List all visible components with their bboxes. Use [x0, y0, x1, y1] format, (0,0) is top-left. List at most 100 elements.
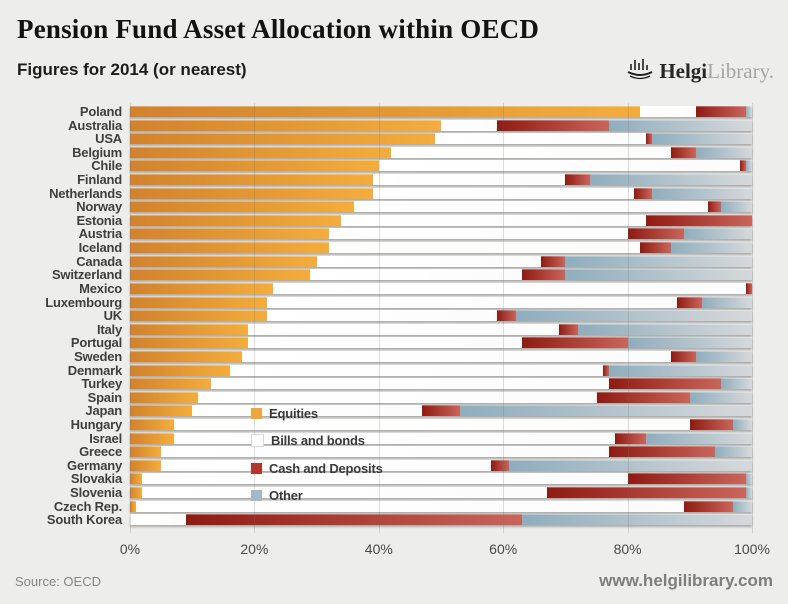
segment-other — [702, 296, 752, 308]
segment-equities — [130, 378, 211, 390]
logo-wordmark: HelgiLibrary. — [659, 59, 774, 84]
x-tick-label: 0% — [119, 541, 141, 557]
gridline — [752, 103, 753, 533]
segment-equities — [130, 446, 162, 458]
bar-row-luxembourg — [130, 296, 752, 308]
segment-equities — [130, 228, 330, 240]
country-label-turkey: Turkey — [81, 376, 123, 392]
segment-bills-and-bonds — [248, 337, 522, 349]
legend-label-equities: Equities — [269, 406, 318, 421]
segment-other — [652, 133, 752, 145]
x-tick-label: 40% — [364, 541, 393, 557]
segment-cash-and-deposits — [185, 514, 522, 526]
segment-cash-and-deposits — [627, 473, 746, 485]
legend-label-bills-and-bonds: Bills and bonds — [271, 433, 365, 449]
segment-cash-and-deposits — [496, 310, 516, 322]
country-label-spain: Spain — [87, 389, 123, 405]
country-label-austria: Austria — [78, 226, 123, 242]
segment-bills-and-bonds — [266, 296, 678, 308]
segment-bills-and-bonds — [192, 405, 423, 417]
bar-row-australia — [130, 119, 752, 131]
bar-row-slovakia — [130, 473, 752, 485]
segment-other — [733, 500, 752, 512]
segment-bills-and-bonds — [248, 323, 560, 335]
helgi-library-logo: HelgiLibrary. — [626, 56, 774, 87]
country-label-poland: Poland — [79, 104, 122, 119]
segment-other — [590, 174, 752, 186]
bar-row-uk — [130, 310, 752, 322]
bar-row-netherlands — [130, 187, 752, 199]
segment-other — [745, 473, 752, 485]
segment-equities — [130, 323, 249, 335]
segment-equities — [130, 119, 441, 131]
country-label-switzerland: Switzerland — [51, 267, 122, 283]
segment-bills-and-bonds — [130, 514, 186, 526]
bar-row-denmark — [130, 364, 752, 376]
legend-swatch-equities — [251, 408, 262, 419]
bar-row-usa — [130, 133, 752, 145]
segment-equities — [130, 174, 373, 186]
bar-row-germany — [130, 459, 752, 471]
segment-equities — [130, 405, 193, 417]
segment-cash-and-deposits — [633, 187, 653, 199]
segment-bills-and-bonds — [273, 282, 746, 294]
segment-other — [515, 310, 752, 322]
segment-other — [577, 323, 752, 335]
segment-bills-and-bonds — [329, 228, 628, 240]
legend-swatch-cash-and-deposits — [251, 462, 262, 474]
bar-row-sweden — [130, 350, 752, 362]
legend-swatch-other — [251, 490, 262, 502]
bar-row-estonia — [130, 214, 752, 226]
logo-brand-bold: Helgi — [659, 59, 708, 83]
legend-label-other: Other — [269, 488, 303, 504]
segment-other — [627, 337, 752, 349]
segment-cash-and-deposits — [683, 500, 734, 512]
segment-other — [745, 160, 752, 172]
segment-cash-and-deposits — [559, 323, 578, 335]
country-label-germany: Germany — [67, 457, 122, 473]
segment-bills-and-bonds — [136, 500, 684, 512]
bar-row-spain — [130, 391, 752, 403]
segment-bills-and-bonds — [266, 310, 497, 322]
segment-equities — [130, 473, 143, 485]
bar-row-canada — [130, 255, 752, 267]
bar-row-japan — [130, 405, 752, 417]
segment-equities — [130, 269, 311, 281]
country-label-mexico: Mexico — [79, 280, 122, 296]
country-label-belgium: Belgium — [72, 144, 122, 160]
segment-bills-and-bonds — [241, 350, 672, 362]
bar-row-turkey — [130, 378, 752, 390]
segment-other — [608, 119, 752, 131]
segment-equities — [130, 310, 267, 322]
segment-equities — [130, 133, 435, 145]
segment-bills-and-bonds — [434, 133, 647, 145]
bar-row-poland — [130, 106, 752, 117]
country-label-luxembourg: Luxembourg — [45, 294, 122, 310]
segment-bills-and-bonds — [229, 364, 603, 376]
segment-other — [509, 459, 752, 471]
segment-bills-and-bonds — [378, 160, 740, 172]
bar-row-portugal — [130, 337, 752, 349]
country-label-czech-rep: Czech Rep. — [53, 498, 122, 514]
segment-bills-and-bonds — [161, 459, 491, 471]
segment-bills-and-bonds — [353, 201, 709, 213]
segment-cash-and-deposits — [540, 255, 566, 267]
segment-cash-and-deposits — [546, 487, 746, 499]
segment-cash-and-deposits — [422, 405, 460, 417]
website-link[interactable]: www.helgilibrary.com — [599, 571, 773, 590]
logo-brand-light: Library. — [707, 59, 774, 83]
segment-other — [714, 446, 752, 458]
bar-row-chile — [130, 160, 752, 172]
segment-equities — [130, 242, 330, 254]
x-tick-label: 60% — [489, 541, 518, 557]
segment-other — [565, 269, 752, 281]
segment-cash-and-deposits — [496, 119, 609, 131]
segment-other — [459, 405, 752, 417]
segment-equities — [130, 146, 392, 158]
segment-bills-and-bonds — [316, 255, 541, 267]
country-label-japan: Japan — [85, 403, 122, 419]
segment-other — [745, 487, 752, 499]
segment-other — [565, 255, 752, 267]
segment-cash-and-deposits — [739, 160, 746, 172]
